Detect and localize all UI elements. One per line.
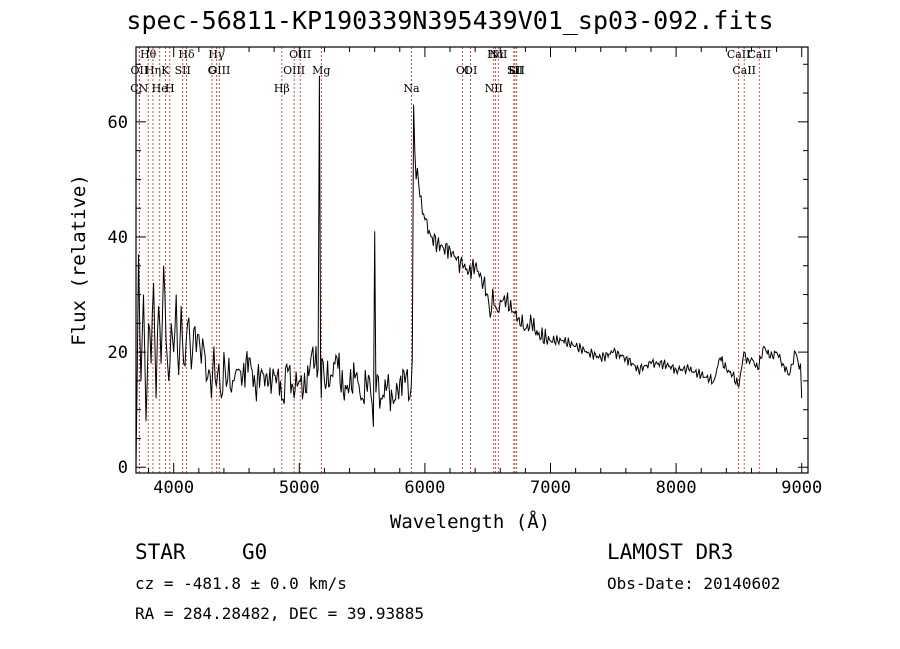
line-label: SII <box>507 64 523 77</box>
line-label: H <box>165 82 175 95</box>
line-label: Li <box>508 64 519 77</box>
line-label: OII <box>131 64 149 77</box>
line-label: Na <box>403 82 420 95</box>
line-label: CaII <box>747 48 771 61</box>
object-class: STAR <box>135 540 186 564</box>
y-axis-label: Flux (relative) <box>68 174 90 346</box>
flux-series <box>135 75 803 468</box>
line-label: NII <box>485 82 503 95</box>
x-tick-label: 5000 <box>279 478 320 498</box>
line-label: OIII <box>289 48 311 61</box>
line-label: K <box>161 64 170 77</box>
line-label: Mg <box>312 64 330 77</box>
line-label: NII <box>489 48 507 61</box>
axes: 4000 5000 6000 7000 8000 9000 0 20 40 60 <box>108 46 822 498</box>
x-tick-label: 8000 <box>656 478 697 498</box>
line-label: CaII <box>732 64 756 77</box>
line-label: Hθ <box>140 48 157 61</box>
x-tick-label: 7000 <box>530 478 571 498</box>
line-label: Hβ <box>274 82 290 95</box>
line-label: Hα <box>487 48 505 61</box>
x-tick-label: 4000 <box>153 478 194 498</box>
chart-title: spec-56811-KP190339N395439V01_sp03-092.f… <box>126 6 774 35</box>
line-label: Hγ <box>208 48 225 61</box>
coordinates-readout: RA = 284.28482, DEC = 39.93885 <box>135 604 424 623</box>
plot-frame <box>135 46 809 474</box>
line-label: G <box>208 64 217 77</box>
line-label: OIII <box>208 64 230 77</box>
line-label: SII <box>509 64 525 77</box>
line-label: CaII <box>727 48 751 61</box>
x-axis-label: Wavelength (Å) <box>390 510 550 533</box>
x-tick-label: 9000 <box>781 478 822 498</box>
line-label: Hη <box>145 64 161 77</box>
line-labels: HθKHδOIIIHγOIIIOIIIOIHαSIINIILiCaIICaIIC… <box>130 48 771 95</box>
line-label: He <box>152 82 168 95</box>
line-label: OIII <box>283 64 305 77</box>
observation-date: Obs-Date: 20140602 <box>607 574 781 593</box>
x-tick-label: 6000 <box>404 478 445 498</box>
y-tick-label: 20 <box>108 343 128 363</box>
line-markers <box>138 47 760 473</box>
line-label: Hδ <box>178 48 195 61</box>
y-tick-label: 40 <box>108 228 128 248</box>
survey-name: LAMOST DR3 <box>607 540 734 564</box>
line-label: CN <box>130 82 148 95</box>
y-tick-label: 60 <box>108 113 128 133</box>
y-tick-label: 0 <box>118 458 128 478</box>
line-label: SII <box>175 64 191 77</box>
line-label: OI <box>456 64 469 77</box>
redshift-readout: cz = -481.8 ± 0.0 km/s <box>135 574 347 593</box>
flux-line <box>135 75 803 468</box>
line-label: OI <box>464 64 477 77</box>
object-subclass: G0 <box>242 540 268 564</box>
